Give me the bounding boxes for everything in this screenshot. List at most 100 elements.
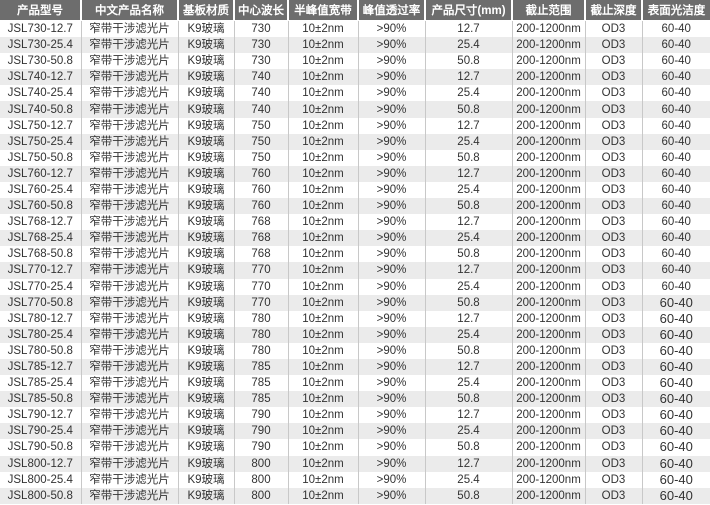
cell-peak-transmission: >90%: [358, 133, 426, 150]
cell-fwhm: 10±2nm: [288, 149, 359, 166]
cell-model: JSL770-50.8: [0, 294, 82, 311]
table-row: JSL730-25.4 窄带干涉滤光片 K9玻璃 730 10±2nm >90% 25.4 2…: [0, 37, 710, 54]
table-row: JSL770-25.4 窄带干涉滤光片 K9玻璃 770 10±2nm >90% 25.4 2…: [0, 278, 710, 295]
cell-blocking-range: 200-1200nm: [512, 117, 586, 134]
cell-name: 窄带干涉滤光片: [81, 85, 179, 102]
cell-blocking-depth: OD3: [585, 294, 643, 311]
cell-center-wavelength: 760: [234, 165, 289, 182]
cell-size: 25.4: [425, 471, 513, 488]
cell-name: 窄带干涉滤光片: [81, 101, 179, 118]
cell-substrate: K9玻璃: [178, 165, 235, 182]
table-row: JSL760-25.4 窄带干涉滤光片 K9玻璃 760 10±2nm >90% 25.4 2…: [0, 181, 710, 199]
cell-peak-transmission: >90%: [358, 214, 426, 231]
cell-substrate: K9玻璃: [178, 85, 235, 102]
cell-model: JSL760-12.7: [0, 165, 82, 182]
cell-blocking-range: 200-1200nm: [512, 326, 586, 343]
cell-surface-quality: 60-40: [642, 358, 710, 376]
cell-size: 25.4: [425, 85, 513, 102]
cell-blocking-range: 200-1200nm: [512, 165, 586, 182]
cell-model: JSL730-50.8: [0, 53, 82, 70]
cell-blocking-depth: OD3: [585, 455, 643, 472]
cell-peak-transmission: >90%: [358, 487, 426, 504]
cell-size: 50.8: [425, 391, 513, 408]
cell-blocking-depth: OD3: [585, 101, 643, 118]
cell-blocking-range: 200-1200nm: [512, 246, 586, 263]
table-row: JSL800-25.4 窄带干涉滤光片 K9玻璃 800 10±2nm >90% 25.4 2…: [0, 471, 710, 488]
header-name: 中文产品名称: [81, 0, 179, 21]
cell-blocking-depth: OD3: [585, 310, 643, 327]
cell-surface-quality: 60-40: [659, 471, 693, 487]
cell-substrate: K9玻璃: [178, 439, 235, 456]
cell-fwhm: 10±2nm: [288, 230, 359, 247]
cell-center-wavelength: 768: [234, 214, 289, 231]
cell-size: 50.8: [425, 198, 513, 215]
cell-peak-transmission: >90%: [358, 342, 426, 359]
cell-substrate: K9玻璃: [178, 133, 235, 150]
cell-blocking-depth: OD3: [585, 69, 643, 86]
cell-surface-quality: 60-40: [659, 407, 693, 423]
cell-model: JSL750-25.4: [0, 133, 82, 150]
cell-size: 12.7: [425, 165, 513, 182]
cell-blocking-depth: OD3: [585, 375, 643, 392]
cell-surface-quality: 60-40: [642, 455, 710, 472]
cell-peak-transmission: >90%: [358, 423, 426, 440]
header-substrate: 基板材质: [178, 0, 235, 21]
cell-model: JSL730-12.7: [0, 20, 82, 38]
cell-substrate: K9玻璃: [178, 101, 235, 118]
cell-blocking-depth: OD3: [585, 53, 643, 70]
cell-peak-transmission: >90%: [358, 230, 426, 247]
table-row: JSL768-25.4 窄带干涉滤光片 K9玻璃 768 10±2nm >90% 25.4 2…: [0, 230, 710, 247]
cell-model: JSL770-12.7: [0, 262, 82, 279]
cell-model: JSL785-50.8: [0, 391, 82, 408]
cell-surface-quality: 60-40: [642, 165, 710, 182]
cell-model: JSL770-25.4: [0, 278, 82, 295]
cell-size: 12.7: [425, 262, 513, 279]
header-surface-quality: 表面光洁度: [642, 0, 710, 21]
cell-model: JSL790-25.4: [0, 423, 82, 440]
cell-size: 50.8: [425, 101, 513, 118]
cell-surface-quality: 60-40: [661, 248, 691, 261]
cell-substrate: K9玻璃: [178, 342, 235, 359]
cell-fwhm: 10±2nm: [288, 294, 359, 311]
cell-substrate: K9玻璃: [178, 181, 235, 199]
cell-center-wavelength: 800: [234, 487, 289, 504]
cell-substrate: K9玻璃: [178, 37, 235, 54]
header-blocking-range: 截止范围: [512, 0, 586, 21]
cell-fwhm: 10±2nm: [288, 214, 359, 231]
cell-blocking-range: 200-1200nm: [512, 101, 586, 118]
cell-peak-transmission: >90%: [358, 326, 426, 343]
cell-center-wavelength: 785: [234, 358, 289, 376]
cell-fwhm: 10±2nm: [288, 455, 359, 472]
cell-substrate: K9玻璃: [178, 471, 235, 488]
table-row: JSL750-25.4 窄带干涉滤光片 K9玻璃 750 10±2nm >90% 25.4 2…: [0, 133, 710, 150]
cell-fwhm: 10±2nm: [288, 471, 359, 488]
cell-model: JSL800-12.7: [0, 455, 82, 472]
cell-center-wavelength: 768: [234, 246, 289, 263]
cell-size: 50.8: [425, 342, 513, 359]
cell-model: JSL780-12.7: [0, 310, 82, 327]
cell-center-wavelength: 780: [234, 342, 289, 359]
cell-name: 窄带干涉滤光片: [81, 133, 179, 150]
table-row: JSL790-25.4 窄带干涉滤光片 K9玻璃 790 10±2nm >90% 25.4 2…: [0, 423, 710, 440]
cell-fwhm: 10±2nm: [288, 85, 359, 102]
cell-blocking-range: 200-1200nm: [512, 342, 586, 359]
cell-center-wavelength: 785: [234, 391, 289, 408]
cell-fwhm: 10±2nm: [288, 117, 359, 134]
cell-center-wavelength: 730: [234, 53, 289, 70]
cell-substrate: K9玻璃: [178, 117, 235, 134]
cell-fwhm: 10±2nm: [288, 53, 359, 70]
cell-model: JSL760-50.8: [0, 198, 82, 215]
cell-fwhm: 10±2nm: [288, 181, 359, 199]
cell-blocking-range: 200-1200nm: [512, 391, 586, 408]
cell-size: 12.7: [425, 69, 513, 86]
cell-substrate: K9玻璃: [178, 214, 235, 231]
cell-blocking-depth: OD3: [585, 214, 643, 231]
cell-peak-transmission: >90%: [358, 101, 426, 118]
cell-size: 50.8: [425, 439, 513, 456]
header-blocking-depth: 截止深度: [585, 0, 643, 21]
cell-blocking-depth: OD3: [585, 149, 643, 166]
cell-name: 窄带干涉滤光片: [81, 471, 179, 488]
table-row: JSL785-25.4 窄带干涉滤光片 K9玻璃 785 10±2nm >90% 25.4 2…: [0, 375, 710, 392]
cell-name: 窄带干涉滤光片: [81, 69, 179, 86]
cell-size: 25.4: [425, 423, 513, 440]
